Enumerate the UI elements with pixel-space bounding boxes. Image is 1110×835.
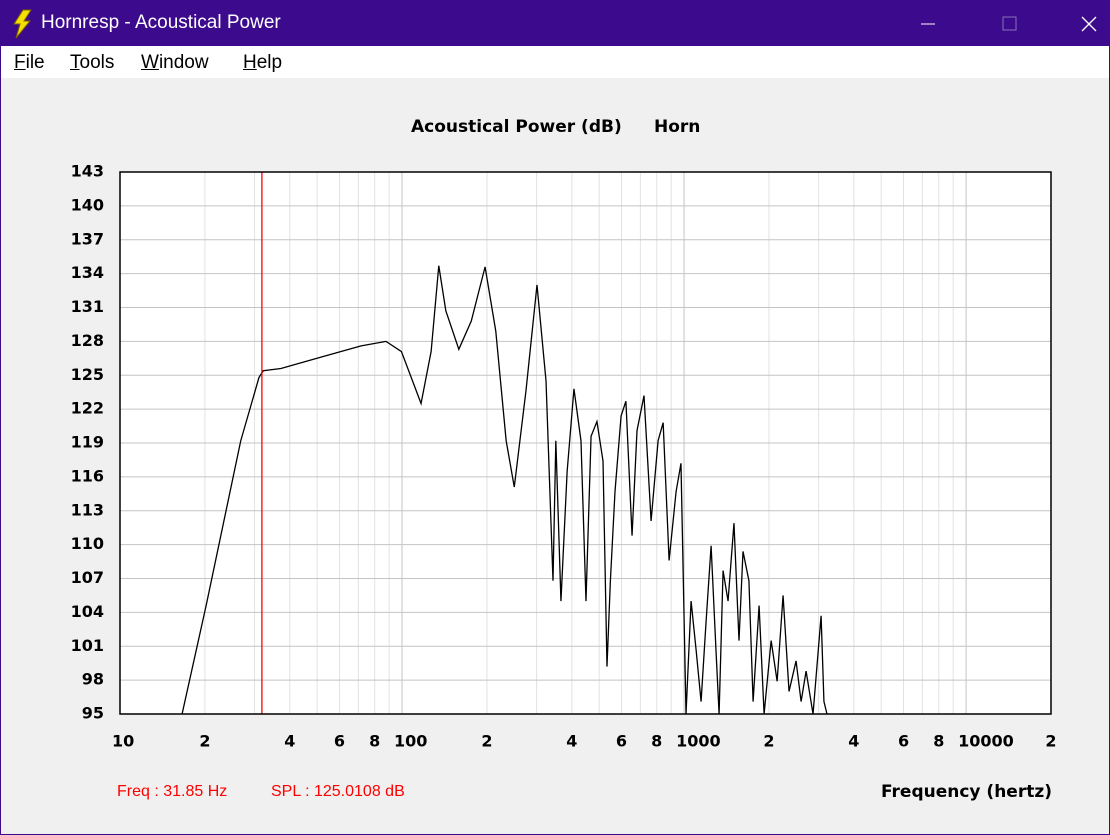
x-axis-label: Frequency (hertz) [881, 782, 1052, 802]
y-tick-label: 131 [71, 297, 104, 316]
y-tick-label: 122 [71, 399, 104, 418]
cursor-freq: Freq : 31.85 Hz [117, 783, 227, 800]
window-controls [921, 16, 1097, 32]
x-tick-label: 10 [112, 732, 134, 751]
y-tick-label: 137 [71, 229, 104, 248]
x-tick-label: 100 [394, 732, 427, 751]
y-tick-label: 98 [82, 670, 104, 689]
x-tick-label: 4 [566, 732, 577, 751]
y-tick-label: 101 [71, 636, 104, 655]
maximize-button[interactable] [1002, 16, 1017, 31]
x-tick-label: 6 [616, 732, 627, 751]
y-tick-label: 104 [71, 602, 104, 621]
y-tick-label: 110 [71, 534, 104, 553]
x-tick-label: 4 [848, 732, 859, 751]
y-tick-label: 107 [71, 568, 104, 587]
chart-title: Acoustical Power (dB) [411, 117, 622, 137]
x-tick-label: 8 [651, 732, 662, 751]
menu-bar: File Tools Window Help [1, 46, 1109, 78]
y-tick-label: 119 [71, 433, 104, 452]
x-tick-label: 2 [481, 732, 492, 751]
y-tick-label: 134 [71, 263, 104, 282]
y-tick-label: 113 [71, 500, 104, 519]
x-tick-label: 1000 [676, 732, 721, 751]
app-icon [13, 9, 32, 39]
x-tick-label: 6 [898, 732, 909, 751]
x-tick-label: 8 [369, 732, 380, 751]
y-tick-label: 143 [71, 162, 104, 181]
menu-item[interactable]: File [14, 52, 45, 73]
response-curve [181, 265, 828, 714]
x-tick-label: 4 [284, 732, 295, 751]
y-tick-label: 95 [82, 704, 104, 723]
x-tick-label: 2 [199, 732, 210, 751]
menu-item[interactable]: Help [243, 52, 283, 73]
x-tick-label: 8 [933, 732, 944, 751]
menu-item[interactable]: Window [141, 52, 209, 73]
title-bar: Hornresp - Acoustical Power [1, 1, 1109, 46]
close-button[interactable] [1081, 16, 1097, 32]
y-tick-label: 116 [71, 466, 104, 485]
cursor-spl: SPL : 125.0108 dB [271, 783, 405, 800]
y-tick-label: 125 [71, 365, 104, 384]
x-tick-label: 10000 [958, 732, 1014, 751]
plot-border [119, 171, 1052, 715]
x-tick-label: 2 [763, 732, 774, 751]
x-tick-label: 6 [334, 732, 345, 751]
chart-name: Horn [654, 117, 700, 137]
y-tick-label: 128 [71, 331, 104, 350]
menu-item[interactable]: Tools [70, 52, 115, 73]
window-title: Hornresp - Acoustical Power [41, 12, 281, 33]
y-tick-label: 140 [71, 195, 104, 214]
x-tick-label: 2 [1045, 732, 1056, 751]
